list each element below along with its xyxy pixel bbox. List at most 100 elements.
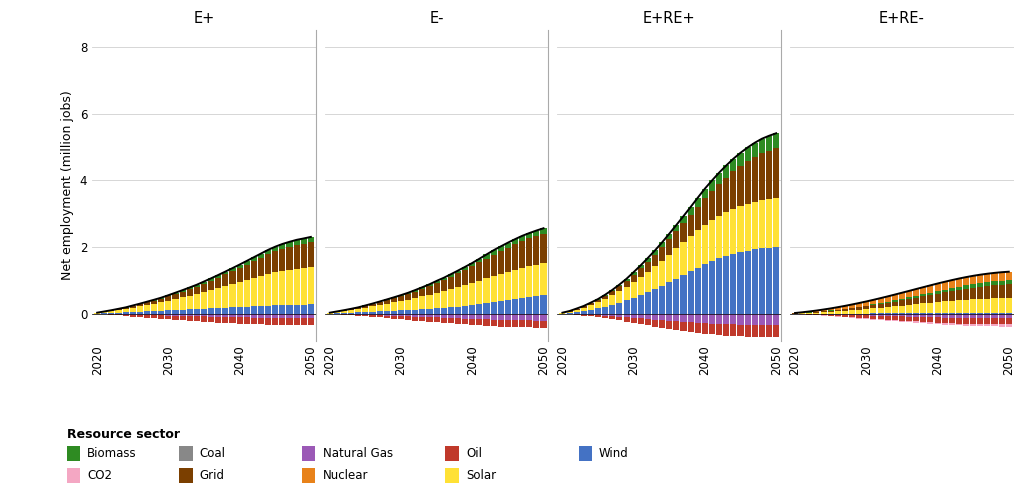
Bar: [977, 318, 983, 324]
Bar: [123, 309, 129, 312]
Bar: [970, 288, 976, 299]
Bar: [730, 171, 736, 209]
Bar: [970, 313, 976, 314]
Bar: [237, 265, 243, 268]
Bar: [674, 248, 680, 279]
Bar: [201, 292, 207, 309]
Bar: [759, 314, 765, 325]
Bar: [870, 314, 877, 316]
Bar: [955, 324, 962, 325]
Bar: [123, 308, 129, 309]
Bar: [186, 316, 193, 321]
Bar: [878, 316, 884, 319]
Bar: [229, 307, 236, 314]
Bar: [928, 313, 934, 314]
Bar: [377, 314, 383, 315]
Bar: [842, 306, 848, 309]
Bar: [949, 313, 954, 314]
Bar: [152, 311, 157, 314]
Bar: [928, 322, 934, 324]
Bar: [921, 297, 927, 304]
Bar: [165, 295, 171, 297]
Bar: [505, 272, 511, 300]
Bar: [244, 261, 250, 265]
Bar: [258, 314, 264, 318]
Bar: [483, 303, 489, 314]
Bar: [398, 296, 404, 301]
Bar: [921, 287, 927, 294]
Bar: [280, 271, 286, 305]
Bar: [308, 318, 314, 325]
Bar: [645, 319, 651, 325]
Bar: [752, 249, 758, 314]
Bar: [469, 314, 475, 319]
Bar: [483, 255, 489, 259]
Bar: [928, 295, 934, 303]
Bar: [963, 314, 969, 318]
Bar: [602, 296, 608, 299]
Bar: [870, 316, 877, 319]
Bar: [674, 225, 680, 231]
Bar: [229, 268, 236, 271]
Bar: [595, 308, 601, 314]
Bar: [152, 300, 157, 301]
Bar: [222, 275, 228, 286]
Bar: [426, 317, 432, 322]
Bar: [616, 303, 623, 314]
Bar: [498, 246, 504, 251]
Bar: [984, 318, 990, 324]
Bar: [301, 314, 307, 318]
Bar: [159, 311, 164, 314]
Bar: [398, 316, 404, 319]
Bar: [116, 313, 122, 314]
Bar: [674, 321, 680, 330]
Bar: [963, 318, 969, 324]
Bar: [827, 309, 834, 311]
Bar: [144, 305, 151, 311]
Bar: [526, 321, 532, 328]
Bar: [688, 271, 693, 314]
Bar: [476, 319, 482, 326]
Bar: [172, 316, 178, 320]
Bar: [935, 314, 941, 317]
Bar: [391, 302, 397, 311]
Bar: [519, 314, 525, 320]
Bar: [208, 317, 214, 322]
Bar: [913, 289, 920, 296]
Bar: [899, 306, 905, 313]
Bar: [179, 310, 185, 314]
Bar: [490, 314, 497, 320]
Bar: [921, 304, 927, 313]
Bar: [559, 313, 565, 314]
Bar: [426, 284, 432, 286]
Bar: [659, 320, 666, 328]
Bar: [377, 302, 383, 305]
Bar: [201, 284, 207, 292]
Bar: [723, 314, 729, 324]
Bar: [512, 270, 518, 299]
Bar: [716, 314, 722, 324]
Bar: [955, 279, 962, 287]
Bar: [534, 296, 540, 314]
Bar: [462, 306, 468, 314]
Bar: [892, 314, 898, 316]
Bar: [229, 284, 236, 307]
Bar: [526, 233, 532, 238]
Bar: [194, 314, 200, 316]
Bar: [773, 198, 779, 247]
Bar: [984, 299, 990, 313]
Bar: [165, 301, 171, 310]
Bar: [921, 314, 927, 317]
Bar: [842, 309, 848, 311]
Bar: [752, 143, 758, 157]
Bar: [595, 315, 601, 317]
Bar: [370, 306, 376, 312]
Bar: [462, 314, 468, 319]
Bar: [616, 285, 623, 287]
Bar: [892, 306, 898, 314]
Bar: [152, 314, 157, 315]
Bar: [935, 317, 941, 323]
Bar: [581, 314, 587, 315]
Bar: [688, 207, 693, 215]
Bar: [878, 303, 884, 304]
